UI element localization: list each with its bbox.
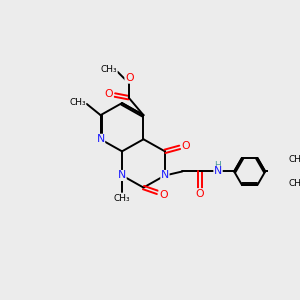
Text: N: N [118, 170, 126, 181]
Text: CH₃: CH₃ [288, 155, 300, 164]
Text: N: N [161, 170, 169, 181]
Text: O: O [159, 190, 168, 200]
Text: O: O [196, 189, 204, 199]
Text: CH₃: CH₃ [100, 65, 117, 74]
Text: H: H [214, 161, 221, 170]
Text: O: O [182, 141, 190, 151]
Text: O: O [105, 89, 113, 99]
Text: CH₃: CH₃ [114, 194, 130, 202]
Text: CH₃: CH₃ [69, 98, 86, 107]
Text: N: N [214, 167, 222, 176]
Text: N: N [96, 134, 105, 144]
Text: CH₃: CH₃ [288, 179, 300, 188]
Text: O: O [125, 73, 134, 83]
